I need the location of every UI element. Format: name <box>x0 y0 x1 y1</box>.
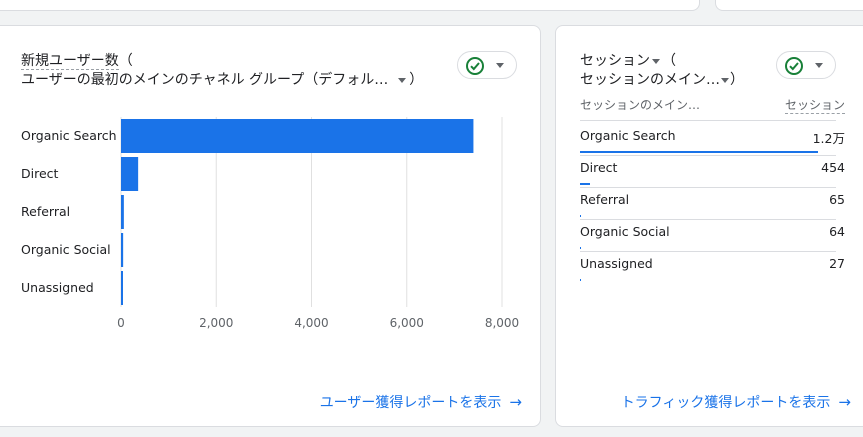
user-acquisition-report-link[interactable]: ユーザー獲得レポートを表示 → <box>320 392 522 412</box>
column-header-dimension[interactable]: セッションのメイン… <box>580 98 701 112</box>
traffic-acquisition-report-link[interactable]: トラフィック獲得レポートを表示 → <box>621 392 851 412</box>
chevron-down-icon <box>496 63 504 68</box>
new-users-card: 新規ユーザー数（ ユーザーの最初のメインのチャネル グループ（デフォル… ） 0 2… <box>0 25 541 427</box>
table-divider <box>580 120 836 121</box>
metric-selector[interactable]: 新規ユーザー数 <box>21 53 119 70</box>
metric-selector[interactable]: セッション <box>580 53 650 69</box>
table-row-label[interactable]: Organic Search <box>580 128 676 143</box>
title-paren: （ <box>118 53 133 69</box>
y-category-label: Unassigned <box>21 280 94 295</box>
top-card-stub-left <box>0 0 700 11</box>
table-row-label[interactable]: Unassigned <box>580 256 653 271</box>
card-title-line1: セッション （ <box>580 52 676 70</box>
table-row-value: 64 <box>829 224 845 239</box>
dimension-selector[interactable]: ユーザーの最初のメインのチャネル グループ（デフォル… <box>21 72 389 88</box>
table-row-value: 27 <box>829 256 845 271</box>
table-row-value: 1.2万 <box>812 131 845 146</box>
table-row-divider <box>580 187 836 188</box>
table-row-bar <box>580 151 818 153</box>
table-row-bar <box>580 279 581 281</box>
title-close-paren: ） <box>730 72 744 88</box>
bar-unassigned[interactable] <box>121 271 123 305</box>
bar-organic-search[interactable] <box>121 119 474 153</box>
arrow-right-icon: → <box>509 393 522 411</box>
table-row-label[interactable]: Organic Social <box>580 224 670 239</box>
dimension-dropdown-icon[interactable] <box>398 77 407 83</box>
column-header-sessions[interactable]: セッション <box>784 98 845 114</box>
title-paren: （ <box>662 53 676 69</box>
table-row-label[interactable]: Direct <box>580 160 618 175</box>
chevron-down-icon <box>815 63 823 68</box>
table-row-bar <box>580 247 581 249</box>
compare-status-button[interactable] <box>457 51 517 79</box>
table-row-bar <box>580 215 581 217</box>
table-row-value: 454 <box>821 160 845 175</box>
table-row-divider <box>580 219 836 220</box>
card-title-line2: ユーザーの最初のメインのチャネル グループ（デフォル… ） <box>21 71 423 89</box>
bar-direct[interactable] <box>121 157 139 191</box>
x-tick-label: 4,000 <box>294 316 328 330</box>
bar-organic-social[interactable] <box>121 233 124 267</box>
y-category-label: Organic Social <box>21 242 111 257</box>
table-row-divider <box>580 155 836 156</box>
table-row-divider <box>580 251 836 252</box>
user-acquisition-link-label: ユーザー獲得レポートを表示 <box>319 395 502 411</box>
top-card-stub-right <box>715 0 863 11</box>
table-row-value: 65 <box>829 192 845 207</box>
x-tick-label: 6,000 <box>390 316 424 330</box>
y-category-label: Referral <box>21 204 70 219</box>
x-tick-label: 2,000 <box>199 316 233 330</box>
x-tick-label: 8,000 <box>485 316 519 330</box>
title-close-paren: ） <box>409 72 424 88</box>
sessions-card: セッション （ セッションのメイン… ） セッションのメイン… セッション Orga… <box>555 25 863 427</box>
check-circle-icon <box>466 57 484 75</box>
bar-referral[interactable] <box>121 195 124 229</box>
card-title-line2: セッションのメイン… ） <box>580 71 744 89</box>
traffic-acquisition-link-label: トラフィック獲得レポートを表示 <box>620 395 831 411</box>
dimension-dropdown-icon[interactable] <box>721 77 729 83</box>
new-users-bar-chart: 0 2,000 4,000 6,000 8,000 Organic Search Direc… <box>21 117 519 330</box>
dimension-selector[interactable]: セッションのメイン… <box>580 72 720 88</box>
y-category-label: Direct <box>21 166 59 181</box>
card-title-line1: 新規ユーザー数（ <box>21 52 133 70</box>
arrow-right-icon: → <box>838 393 851 411</box>
table-row-label[interactable]: Referral <box>580 192 630 207</box>
metric-dropdown-icon[interactable] <box>652 58 660 64</box>
table-row-bar <box>580 183 590 185</box>
check-circle-icon <box>785 57 803 75</box>
compare-status-button[interactable] <box>776 51 836 79</box>
y-category-label: Organic Search <box>21 128 117 143</box>
x-tick-label: 0 <box>117 316 125 330</box>
